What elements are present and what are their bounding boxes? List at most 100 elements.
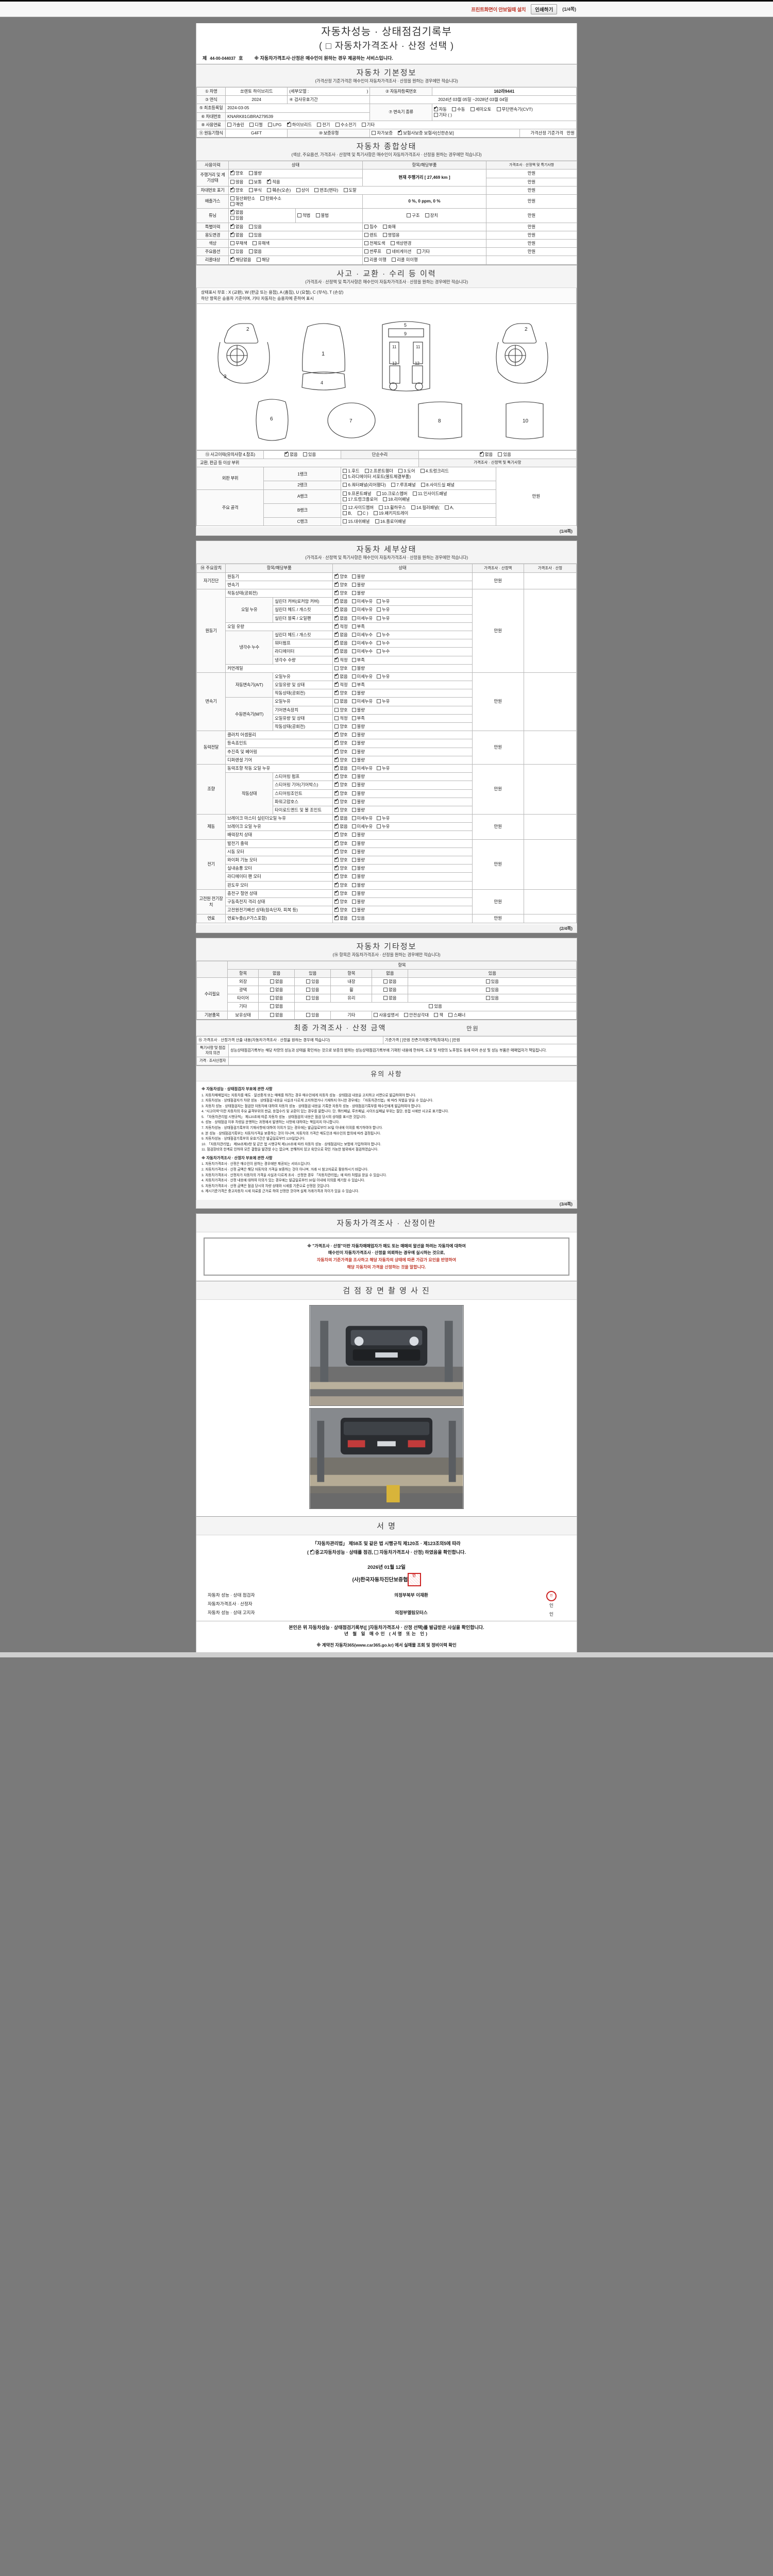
trans-opt-3[interactable]: 무단변속기(CVT) <box>496 107 533 112</box>
checkbox-icon[interactable] <box>351 741 356 745</box>
checkbox-icon[interactable] <box>351 833 356 837</box>
checkbox-icon[interactable] <box>343 519 347 524</box>
state-opt-2[interactable]: 누유 <box>377 607 390 613</box>
checkbox-icon[interactable] <box>357 511 362 516</box>
checkbox-icon[interactable] <box>390 241 395 245</box>
checkbox-icon[interactable] <box>284 451 289 456</box>
vinmark-opt-5[interactable]: 도말 <box>343 188 357 193</box>
checkbox-icon[interactable] <box>334 656 339 662</box>
options-item-2[interactable]: 기타 <box>416 249 430 255</box>
checkbox-icon[interactable] <box>230 249 234 254</box>
repair-r2-i1-has[interactable]: 있음 <box>408 994 577 1003</box>
special-item-1[interactable]: 화재 <box>382 224 396 230</box>
checkbox-icon[interactable] <box>383 988 388 992</box>
checkbox-icon[interactable] <box>351 582 356 587</box>
basic-etc-1[interactable]: 안전삼각대 <box>404 1012 429 1018</box>
tuning-legal-1[interactable]: 불법 <box>315 213 329 218</box>
basic-etc-2[interactable]: 잭 <box>434 1012 443 1018</box>
state-opt-1[interactable]: 불량 <box>351 791 365 796</box>
checkbox-icon[interactable] <box>343 483 347 487</box>
rankb-part-1[interactable]: 13.휠하우스 <box>379 505 406 511</box>
checkbox-icon[interactable] <box>351 757 356 762</box>
trans-opt-2[interactable]: 세미오토 <box>470 107 491 112</box>
state-opt-1[interactable]: 미세누유 <box>351 607 373 613</box>
options-item-1[interactable]: 네비게이션 <box>386 249 411 255</box>
checkbox-icon[interactable] <box>421 483 425 487</box>
checkbox-icon[interactable] <box>230 170 234 176</box>
options-item-0[interactable]: 썬루프 <box>364 249 381 255</box>
repair-r1-i0-has[interactable]: 있음 <box>294 986 331 995</box>
checkbox-icon[interactable] <box>248 249 253 254</box>
checkbox-icon[interactable] <box>343 511 347 516</box>
state-opt-0[interactable]: 양호 <box>334 798 348 805</box>
state-opt-0[interactable]: 없음 <box>334 765 348 771</box>
checkbox-icon[interactable] <box>391 483 396 487</box>
state-opt-0[interactable]: 양호 <box>334 739 348 746</box>
color-item-0[interactable]: 전체도색 <box>364 241 385 246</box>
state-opt-0[interactable]: 양호 <box>334 790 348 796</box>
checkbox-icon[interactable] <box>343 188 348 192</box>
checkbox-icon[interactable] <box>351 599 356 604</box>
state-opt-0[interactable]: 없음 <box>334 914 348 921</box>
color-opt-0[interactable]: 무채색 <box>230 241 247 246</box>
checkbox-icon[interactable] <box>334 815 339 821</box>
state-opt-1[interactable]: 미세누유 <box>351 599 373 604</box>
fuel-opt-2[interactable]: LPG <box>267 122 281 128</box>
checkbox-icon[interactable] <box>351 607 356 612</box>
rankc-part-1[interactable]: 16.플로어패널 <box>375 519 406 524</box>
checkbox-icon[interactable] <box>248 188 253 192</box>
checkbox-icon[interactable] <box>425 213 429 217</box>
state-opt-0[interactable]: 양호 <box>334 865 348 871</box>
state-opt-1[interactable]: 불량 <box>351 740 365 746</box>
state-opt-1[interactable]: 있음 <box>351 916 365 921</box>
state-opt-1[interactable]: 부족 <box>351 657 365 663</box>
checkbox-icon[interactable] <box>372 130 376 135</box>
state-opt-2[interactable]: 누수 <box>377 649 390 654</box>
checkbox-icon[interactable] <box>351 816 356 821</box>
state-opt-1[interactable]: 불량 <box>351 807 365 813</box>
checkbox-icon[interactable] <box>303 452 307 456</box>
state-opt-2[interactable]: 누유 <box>377 766 390 771</box>
state-opt-2[interactable]: 누수 <box>377 640 390 646</box>
state-opt-1[interactable]: 미세누수 <box>351 649 373 654</box>
checkbox-icon[interactable] <box>351 791 356 795</box>
vinmark-opt-4[interactable]: 변조(변타) <box>314 188 338 193</box>
state-opt-1[interactable]: 불량 <box>351 907 365 913</box>
ranka-part-0[interactable]: 9.프론트패널 <box>343 491 371 497</box>
repair-r3-i0-none[interactable]: 없음 <box>258 1002 295 1011</box>
vinmark-opt-2[interactable]: 훼손(오손) <box>267 188 291 193</box>
checkbox-icon[interactable] <box>334 739 339 745</box>
repair-r3-i0-has[interactable]: 있음 <box>294 1002 577 1011</box>
state-opt-0[interactable]: 없음 <box>334 815 348 821</box>
state-opt-0[interactable]: 적정 <box>334 656 348 663</box>
checkbox-icon[interactable] <box>334 790 339 795</box>
state-opt-0[interactable]: 양호 <box>334 689 348 696</box>
state-opt-0[interactable]: 양호 <box>334 756 348 763</box>
state-opt-1[interactable]: 불량 <box>351 849 365 855</box>
checkbox-icon[interactable] <box>392 258 396 262</box>
ranka-part-1[interactable]: 10.크로스멤버 <box>376 491 407 497</box>
checkbox-icon[interactable] <box>334 699 339 704</box>
checkbox-icon[interactable] <box>444 505 449 510</box>
fuel-opt-4[interactable]: 전기 <box>317 122 330 128</box>
checkbox-icon[interactable] <box>334 823 339 829</box>
checkbox-icon[interactable] <box>496 107 501 111</box>
photo-front[interactable] <box>309 1305 464 1406</box>
checkbox-icon[interactable] <box>351 649 356 654</box>
checkbox-icon[interactable] <box>334 573 339 579</box>
ranka-part-2[interactable]: 11.인사이드패널 <box>412 491 447 497</box>
state-opt-2[interactable]: 누유 <box>377 616 390 621</box>
checkbox-icon[interactable] <box>404 1012 408 1017</box>
checkbox-icon[interactable] <box>270 1012 275 1017</box>
checkbox-icon[interactable] <box>334 856 339 862</box>
state-opt-2[interactable]: 누유 <box>377 824 390 829</box>
state-opt-0[interactable]: 양호 <box>334 573 348 580</box>
state-opt-1[interactable]: 미세누유 <box>351 816 373 821</box>
checkbox-icon[interactable] <box>335 122 340 127</box>
checkbox-icon[interactable] <box>343 491 347 496</box>
checkbox-icon[interactable] <box>351 891 356 895</box>
state-opt-0[interactable]: 없음 <box>334 606 348 613</box>
checkbox-icon[interactable] <box>433 106 438 111</box>
checkbox-icon[interactable] <box>377 632 381 637</box>
checkbox-icon[interactable] <box>364 241 368 245</box>
